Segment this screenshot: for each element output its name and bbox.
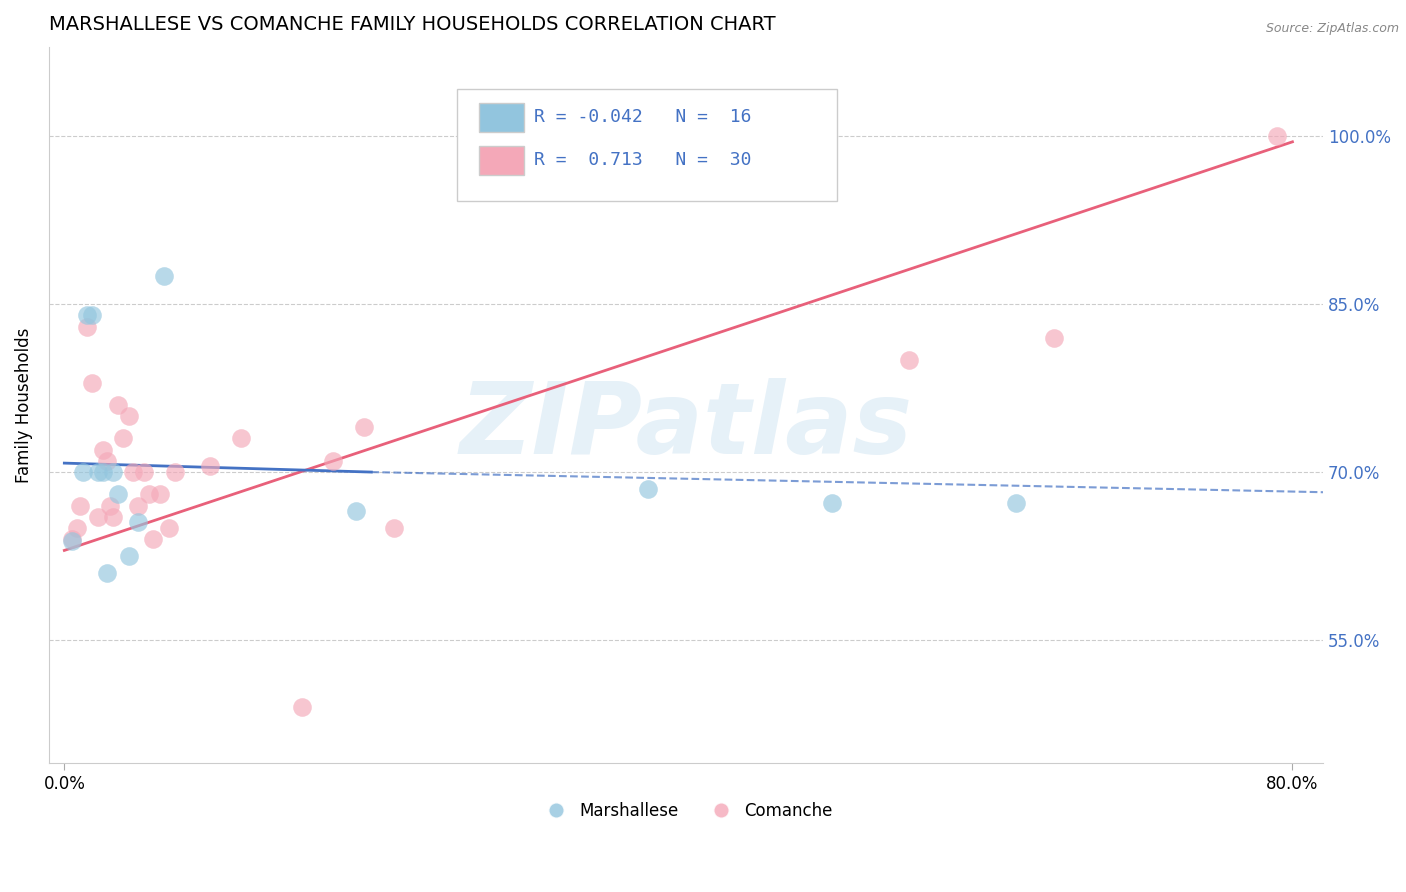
- Text: ZIPatlas: ZIPatlas: [460, 378, 912, 475]
- Text: Source: ZipAtlas.com: Source: ZipAtlas.com: [1265, 22, 1399, 36]
- Point: [127, 516, 149, 530]
- Point: [291, 700, 314, 714]
- Point: [142, 533, 165, 547]
- Text: R =  0.713   N =  30: R = 0.713 N = 30: [534, 151, 752, 169]
- Point: [1043, 331, 1066, 345]
- Point: [87, 465, 110, 479]
- Point: [153, 269, 176, 284]
- Point: [157, 521, 180, 535]
- Point: [65, 521, 87, 535]
- Point: [60, 533, 83, 547]
- Point: [821, 496, 844, 510]
- Point: [138, 487, 160, 501]
- Legend: Marshallese, Comanche: Marshallese, Comanche: [533, 795, 839, 827]
- Point: [322, 454, 344, 468]
- Point: [103, 465, 125, 479]
- Point: [897, 353, 920, 368]
- Point: [148, 487, 170, 501]
- Point: [353, 420, 375, 434]
- Point: [1265, 129, 1288, 144]
- Point: [72, 465, 94, 479]
- Point: [118, 409, 141, 423]
- Point: [107, 398, 129, 412]
- Point: [60, 534, 83, 549]
- Text: R = -0.042   N =  16: R = -0.042 N = 16: [534, 108, 752, 126]
- Point: [80, 309, 103, 323]
- Point: [69, 499, 91, 513]
- Point: [91, 442, 114, 457]
- Point: [198, 459, 221, 474]
- Point: [637, 482, 659, 496]
- Point: [1005, 496, 1028, 510]
- Point: [382, 521, 405, 535]
- Point: [96, 454, 118, 468]
- Point: [103, 509, 125, 524]
- Point: [76, 319, 98, 334]
- Point: [163, 465, 186, 479]
- Point: [111, 432, 134, 446]
- Point: [80, 376, 103, 390]
- Point: [344, 504, 367, 518]
- Point: [91, 465, 114, 479]
- Y-axis label: Family Households: Family Households: [15, 327, 32, 483]
- Point: [87, 509, 110, 524]
- Point: [118, 549, 141, 563]
- Point: [96, 566, 118, 580]
- Point: [122, 465, 145, 479]
- Point: [229, 432, 252, 446]
- Point: [76, 309, 98, 323]
- Point: [134, 465, 156, 479]
- Text: MARSHALLESE VS COMANCHE FAMILY HOUSEHOLDS CORRELATION CHART: MARSHALLESE VS COMANCHE FAMILY HOUSEHOLD…: [49, 15, 776, 34]
- Point: [127, 499, 149, 513]
- Point: [107, 487, 129, 501]
- Point: [100, 499, 122, 513]
